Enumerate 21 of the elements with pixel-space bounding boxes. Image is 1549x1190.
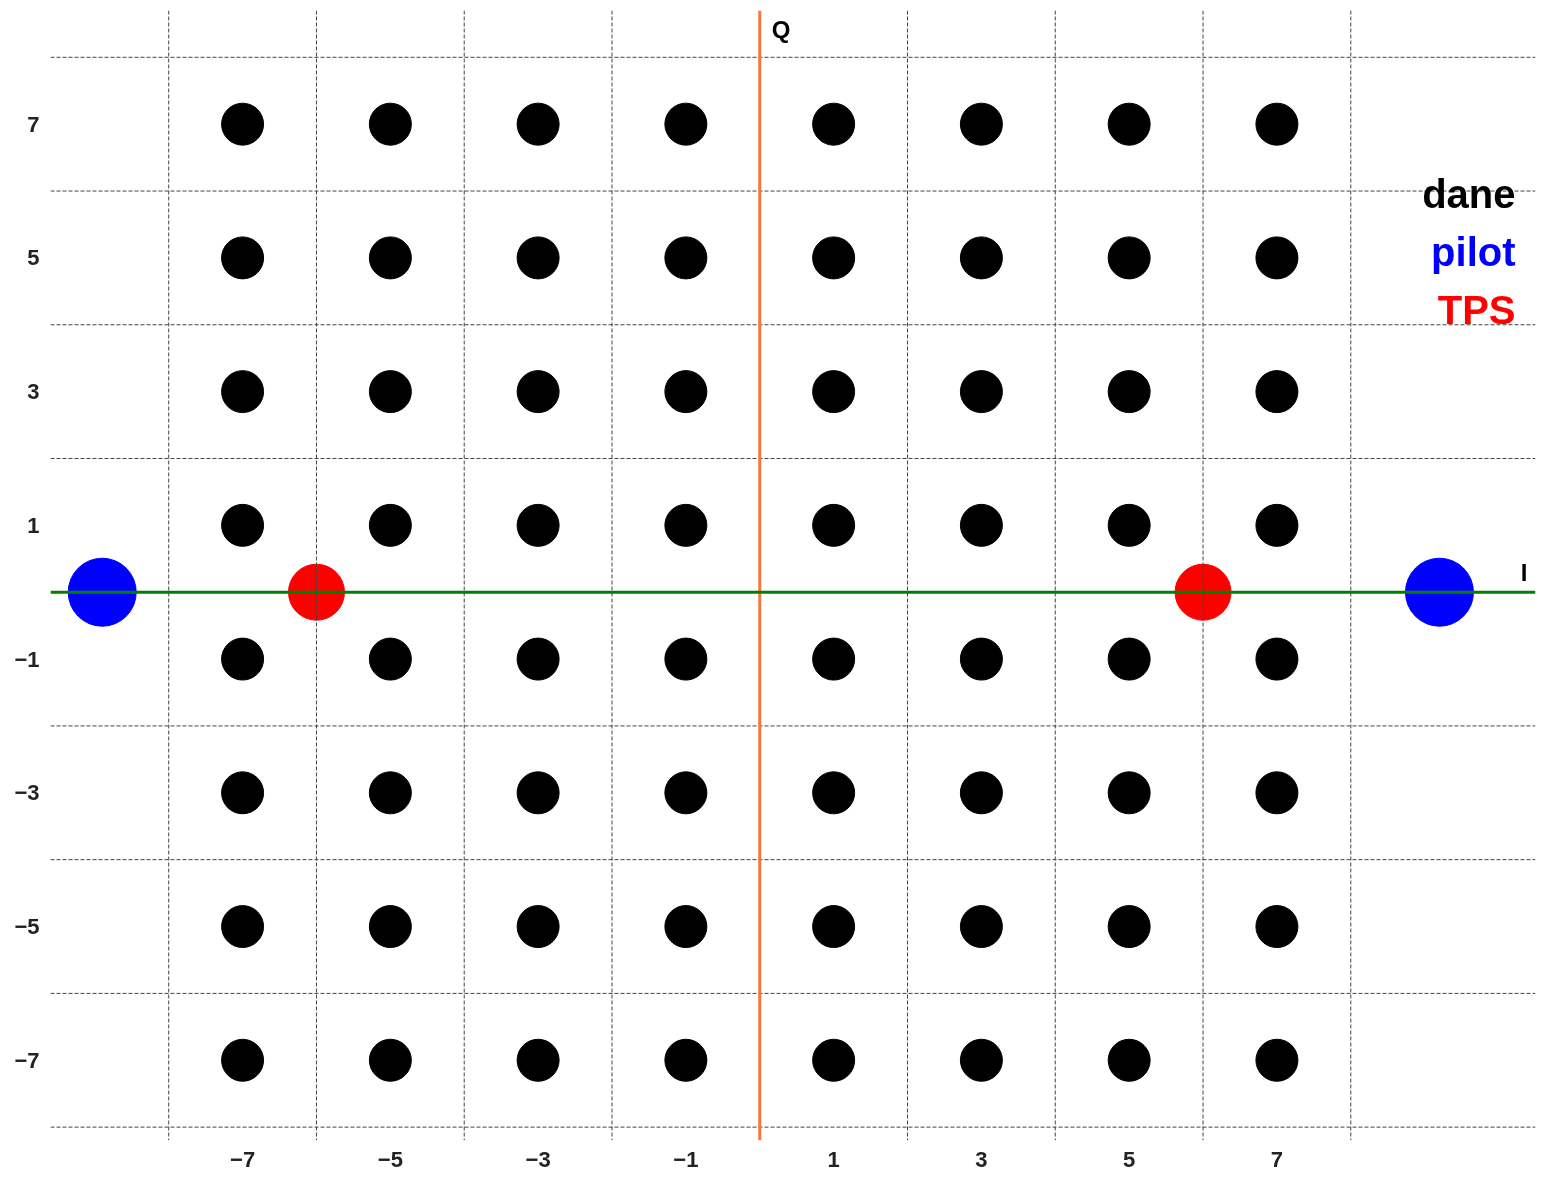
x-tick-label: −5 xyxy=(377,1146,403,1172)
y-tick-label: 5 xyxy=(27,245,40,271)
y-tick-label: 3 xyxy=(27,379,40,405)
y-tick-label: −1 xyxy=(14,646,40,672)
y-tick-label: 7 xyxy=(27,111,40,137)
y-tick-label: −7 xyxy=(14,1047,40,1073)
y-tick-label: −5 xyxy=(14,914,40,940)
ref-line-label: I xyxy=(1520,559,1528,587)
x-tick-label: 1 xyxy=(827,1146,840,1172)
x-tick-label: 5 xyxy=(1123,1146,1136,1172)
x-tick-label: −1 xyxy=(673,1146,699,1172)
x-tick-label: −7 xyxy=(230,1146,256,1172)
x-tick-label: 7 xyxy=(1270,1146,1284,1172)
x-tick-label: 3 xyxy=(975,1146,988,1172)
text: TPS xyxy=(1437,287,1516,332)
y-tick-label: −3 xyxy=(14,780,40,806)
x-tick-label: −3 xyxy=(525,1146,551,1172)
y-tick-label: 1 xyxy=(27,512,40,538)
text: dane xyxy=(1422,171,1516,216)
text: pilot xyxy=(1431,229,1516,274)
ref-line-label: Q xyxy=(771,15,791,43)
